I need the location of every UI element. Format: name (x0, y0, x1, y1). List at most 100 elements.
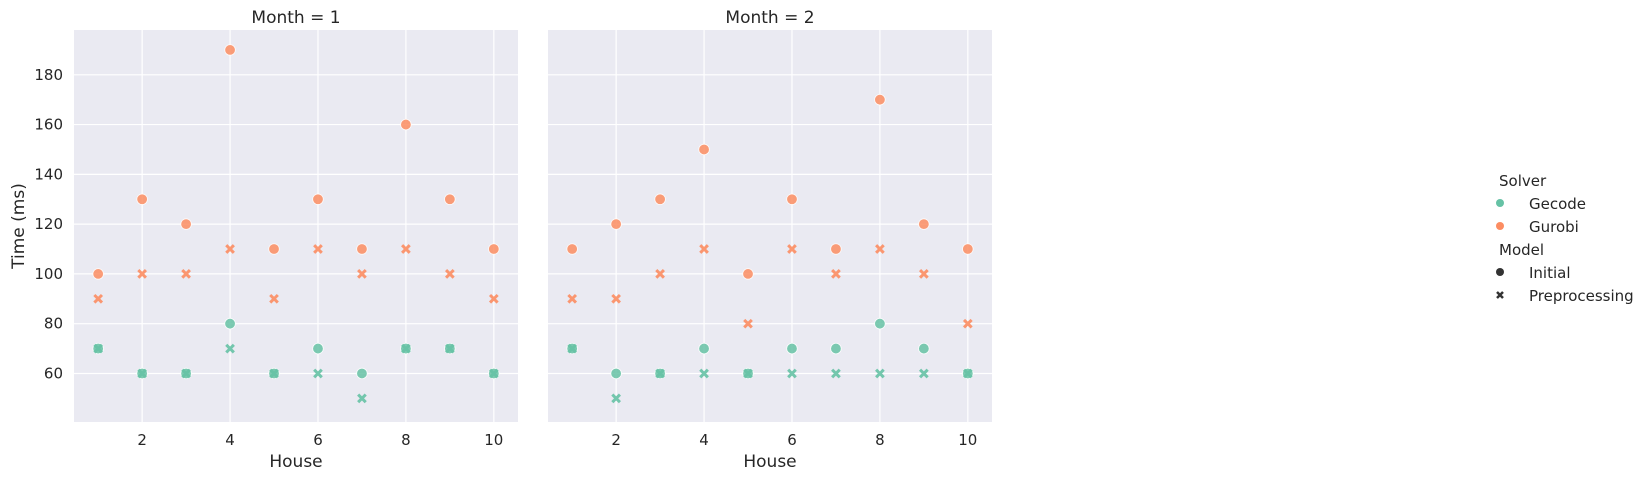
data-point (698, 342, 710, 355)
panel-title: Month = 2 (725, 8, 814, 28)
data-point (269, 293, 279, 304)
legend-entry-label: Gurobi (1529, 218, 1579, 236)
y-tick-label: 80 (44, 315, 63, 333)
data-point (610, 367, 622, 380)
facet-panel-1: 2 4 6 8 10 60 80 100 120 140 160 180 Month = 1 House T… (9, 8, 518, 472)
data-point (567, 343, 578, 354)
data-point (224, 44, 236, 56)
data-point (488, 293, 499, 304)
x-tick-label: 10 (958, 431, 977, 449)
data-point (312, 342, 324, 355)
x-tick-label: 8 (875, 431, 885, 449)
y-tick-label: 160 (34, 116, 63, 134)
data-point (313, 244, 323, 254)
data-point (831, 269, 841, 279)
data-point (268, 243, 280, 255)
data-point (610, 218, 622, 230)
series-gurobi-preprocessing (93, 244, 499, 304)
legend: Solver Gecode Gurobi Model Initial Preprocess… (1496, 172, 1634, 305)
data-point (181, 368, 191, 379)
data-point (918, 342, 930, 355)
data-point (225, 244, 235, 254)
data-point (445, 269, 455, 279)
data-point (874, 93, 886, 106)
legend-entry-label: Preprocessing (1529, 287, 1634, 305)
data-point (654, 193, 666, 205)
data-point (488, 243, 500, 255)
series-gurobi-initial (566, 93, 974, 280)
data-point (655, 368, 665, 379)
x-tick-label: 10 (484, 431, 503, 449)
data-point (357, 269, 367, 279)
legend-entry-label: Initial (1529, 264, 1571, 282)
data-point (312, 193, 324, 205)
data-point (180, 218, 192, 230)
data-point (742, 268, 754, 280)
data-point (874, 317, 886, 330)
data-point (962, 368, 973, 379)
data-point (655, 269, 665, 279)
data-point (357, 393, 367, 404)
x-axis-label: House (743, 452, 796, 472)
data-point (698, 143, 710, 156)
data-point (786, 193, 798, 205)
data-point (181, 269, 191, 279)
y-tick-label: 180 (34, 66, 63, 84)
y-tick-label: 140 (34, 165, 63, 183)
data-point (401, 244, 411, 254)
y-tick-label: 60 (44, 364, 63, 382)
data-point (400, 118, 412, 131)
data-point (962, 243, 974, 255)
data-point (444, 193, 456, 205)
y-axis-label: Time (ms) (9, 183, 29, 270)
data-point (786, 342, 798, 355)
data-point (699, 368, 709, 379)
data-point (743, 318, 753, 329)
data-point (136, 193, 148, 205)
x-tick-label: 8 (401, 431, 411, 449)
plot-background (548, 30, 992, 422)
data-point (92, 268, 104, 280)
legend-marker-circle (1496, 199, 1504, 207)
data-point (356, 367, 368, 380)
series-gurobi-initial (92, 44, 500, 280)
legend-section-title: Model (1499, 241, 1544, 259)
data-point (401, 343, 411, 354)
data-point (830, 243, 842, 255)
legend-marker-circle (1496, 268, 1504, 276)
data-point (313, 368, 323, 379)
data-point (611, 393, 621, 404)
legend-entry-label: Gecode (1529, 195, 1586, 213)
data-point (269, 368, 279, 379)
data-point (137, 269, 147, 279)
data-point (919, 368, 929, 379)
data-point (445, 343, 455, 354)
data-point (611, 293, 621, 304)
data-point (699, 244, 709, 254)
y-tick-label: 100 (34, 265, 63, 283)
series-gecode-preprocessing (93, 343, 499, 404)
y-tick-label: 120 (34, 215, 63, 233)
series-gurobi-preprocessing (567, 244, 973, 329)
data-point (962, 318, 973, 329)
data-point (566, 243, 578, 255)
facet-panel-2: 2 4 6 8 10 Month = 2 House (548, 8, 992, 472)
data-point (488, 368, 499, 379)
series-gecode-preprocessing (567, 343, 973, 404)
data-point (830, 342, 842, 355)
x-tick-label: 6 (313, 431, 323, 449)
x-tick-label: 4 (225, 431, 235, 449)
x-tick-label: 4 (699, 431, 709, 449)
legend-marker-x (1496, 291, 1504, 299)
data-point (918, 218, 930, 230)
data-point (787, 244, 797, 254)
x-tick-label: 2 (611, 431, 621, 449)
data-point (93, 343, 104, 354)
x-tick-label: 6 (787, 431, 797, 449)
data-point (356, 243, 368, 255)
data-point (831, 368, 841, 379)
data-point (137, 368, 147, 379)
x-tick-label: 2 (137, 431, 147, 449)
data-point (875, 368, 885, 379)
